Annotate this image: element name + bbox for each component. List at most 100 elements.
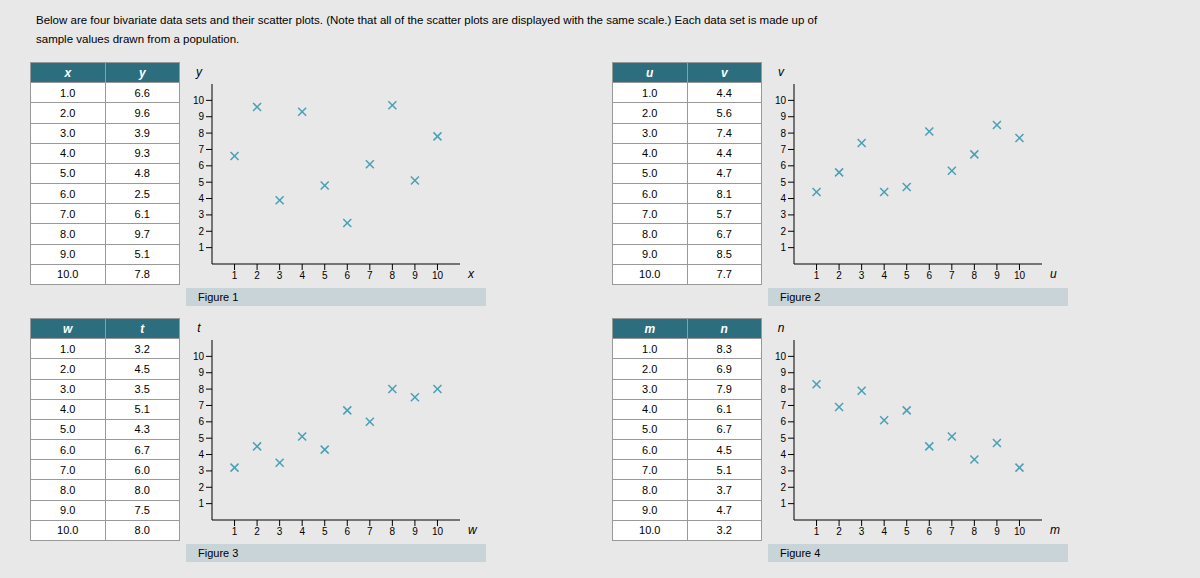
html-text:5.0: 5.0	[60, 167, 76, 180]
svg-text:3: 3	[277, 270, 283, 281]
svg-text:2: 2	[198, 226, 204, 237]
html-text:2.0: 2.0	[60, 106, 76, 119]
svg-text:7: 7	[949, 270, 955, 281]
svg-text:8: 8	[780, 384, 786, 395]
svg-text:4: 4	[299, 526, 305, 537]
svg-text:10: 10	[1014, 526, 1026, 537]
svg-text:1: 1	[198, 242, 204, 253]
svg-text:6: 6	[926, 270, 932, 281]
svg-text:8: 8	[780, 128, 786, 139]
svg-text:2: 2	[836, 526, 842, 537]
svg-text:y: y	[195, 65, 203, 79]
svg-text:7: 7	[949, 526, 955, 537]
html-text:3.0: 3.0	[60, 127, 76, 140]
html-text:6.0: 6.0	[60, 187, 76, 200]
svg-text:6: 6	[198, 416, 204, 427]
svg-text:2: 2	[836, 270, 842, 281]
html-text:9.6: 9.6	[134, 106, 150, 119]
svg-text:5: 5	[780, 177, 786, 188]
svg-text:5: 5	[198, 433, 204, 444]
html-text:3.9: 3.9	[134, 127, 150, 140]
svg-text:5: 5	[322, 526, 328, 537]
svg-text:1: 1	[198, 498, 204, 509]
svg-text:5: 5	[198, 177, 204, 188]
svg-text:6: 6	[780, 416, 786, 427]
svg-text:10: 10	[193, 95, 205, 106]
svg-text:8: 8	[198, 128, 204, 139]
svg-text:1: 1	[814, 270, 820, 281]
svg-text:n: n	[778, 321, 785, 335]
svg-text:1: 1	[780, 242, 786, 253]
svg-text:w: w	[468, 523, 478, 537]
html-text:9.3: 9.3	[134, 147, 150, 160]
svg-text:7: 7	[198, 144, 204, 155]
svg-text:1: 1	[780, 498, 786, 509]
html-text:6.6: 6.6	[134, 86, 150, 99]
svg-text:6: 6	[344, 270, 350, 281]
svg-text:9: 9	[780, 367, 786, 378]
svg-text:6: 6	[780, 160, 786, 171]
svg-text:10: 10	[1014, 270, 1026, 281]
svg-text:4: 4	[881, 526, 887, 537]
svg-text:4: 4	[780, 193, 786, 204]
svg-text:8: 8	[198, 384, 204, 395]
svg-text:8: 8	[972, 270, 978, 281]
svg-text:6: 6	[926, 526, 932, 537]
html-text:4.0: 4.0	[60, 147, 76, 160]
svg-text:6: 6	[344, 526, 350, 537]
svg-text:2: 2	[780, 226, 786, 237]
svg-text:5: 5	[780, 433, 786, 444]
svg-text:8: 8	[390, 270, 396, 281]
svg-text:5: 5	[904, 270, 910, 281]
svg-text:7: 7	[367, 526, 373, 537]
svg-text:3: 3	[277, 526, 283, 537]
html-text:4.8: 4.8	[134, 167, 150, 180]
svg-text:4: 4	[299, 270, 305, 281]
svg-text:9: 9	[198, 111, 204, 122]
svg-text:t: t	[197, 321, 201, 335]
svg-text:7: 7	[198, 400, 204, 411]
svg-text:9: 9	[780, 111, 786, 122]
svg-text:10: 10	[432, 526, 444, 537]
svg-text:5: 5	[904, 526, 910, 537]
svg-text:1: 1	[232, 270, 238, 281]
svg-text:2: 2	[198, 482, 204, 493]
svg-text:2: 2	[254, 526, 260, 537]
svg-text:2: 2	[780, 482, 786, 493]
svg-text:3: 3	[859, 526, 865, 537]
svg-text:3: 3	[198, 209, 204, 220]
svg-text:2: 2	[254, 270, 260, 281]
svg-text:4: 4	[198, 449, 204, 460]
svg-text:m: m	[1050, 523, 1060, 537]
svg-text:7: 7	[780, 400, 786, 411]
svg-text:9: 9	[412, 526, 418, 537]
svg-text:10: 10	[775, 95, 787, 106]
svg-text:3: 3	[859, 270, 865, 281]
html-text:2.5: 2.5	[134, 187, 150, 200]
svg-text:u: u	[1050, 267, 1057, 281]
svg-text:9: 9	[412, 270, 418, 281]
svg-text:8: 8	[972, 526, 978, 537]
svg-text:7: 7	[780, 144, 786, 155]
svg-text:9: 9	[994, 270, 1000, 281]
svg-text:3: 3	[780, 465, 786, 476]
svg-text:8: 8	[390, 526, 396, 537]
svg-text:9: 9	[198, 367, 204, 378]
svg-text:10: 10	[432, 270, 444, 281]
svg-text:4: 4	[198, 193, 204, 204]
svg-text:4: 4	[881, 270, 887, 281]
svg-text:4: 4	[780, 449, 786, 460]
html-text:1.0: 1.0	[60, 86, 76, 99]
svg-text:1: 1	[232, 526, 238, 537]
svg-text:5: 5	[322, 270, 328, 281]
svg-text:3: 3	[780, 209, 786, 220]
svg-text:9: 9	[994, 526, 1000, 537]
svg-text:10: 10	[193, 351, 205, 362]
svg-text:10: 10	[775, 351, 787, 362]
svg-text:x: x	[467, 267, 475, 281]
svg-text:3: 3	[198, 465, 204, 476]
svg-text:7: 7	[367, 270, 373, 281]
svg-text:v: v	[778, 65, 785, 79]
svg-text:6: 6	[198, 160, 204, 171]
svg-text:1: 1	[814, 526, 820, 537]
